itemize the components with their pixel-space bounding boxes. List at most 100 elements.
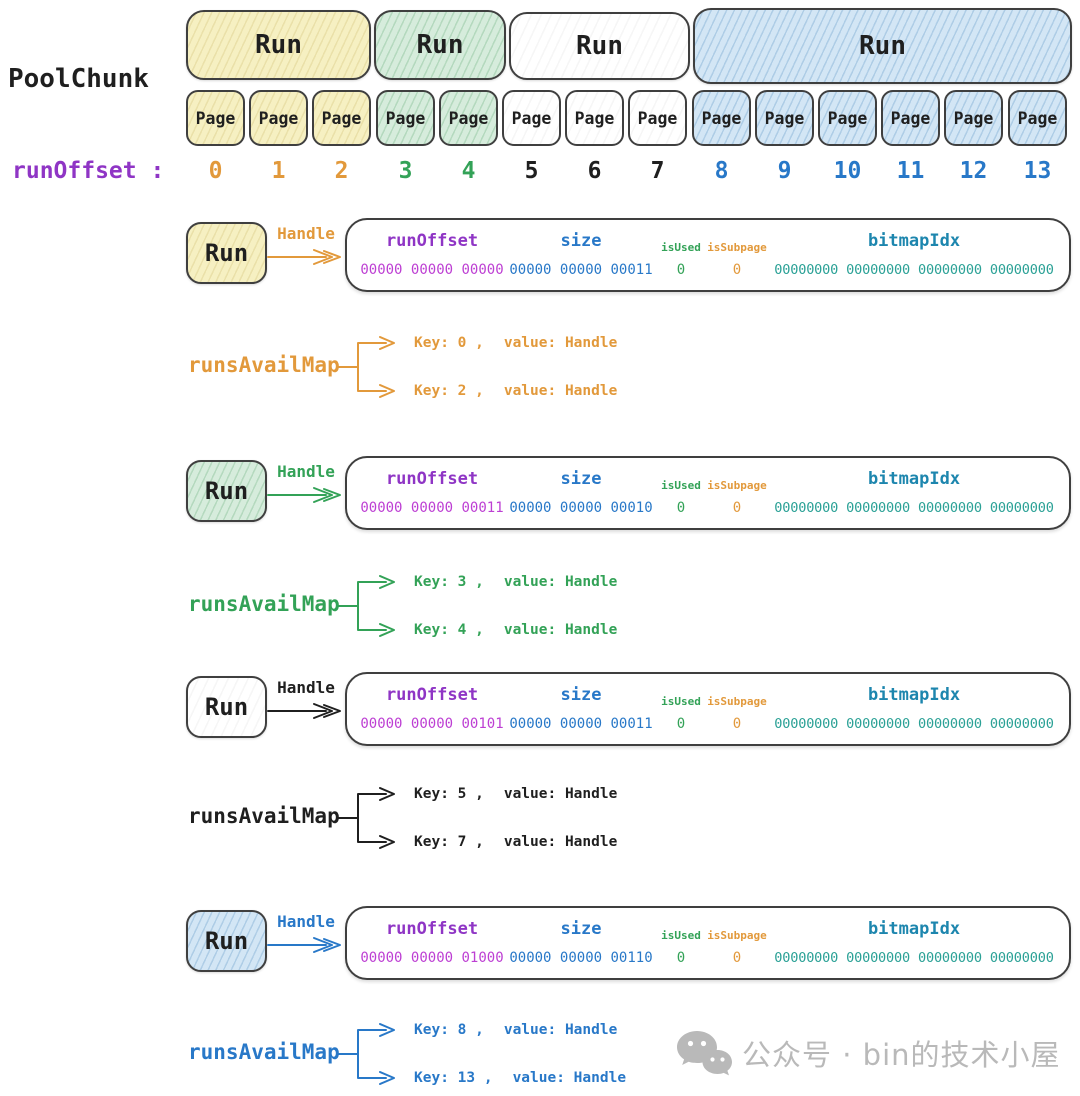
handle-box: runOffset size isUsed isSubpage bitmapId… (345, 906, 1071, 980)
runsavailmap-label: runsAvailMap (188, 804, 340, 828)
entry-key: Key: 13 , (414, 1070, 493, 1086)
wechat-icon (677, 1031, 732, 1076)
run-label: Run (416, 30, 464, 60)
header-isused: isUsed (661, 694, 701, 708)
page-label: Page (195, 108, 236, 128)
offset-6: 6 (587, 158, 602, 184)
page-label: Page (258, 108, 299, 128)
page-label: Page (701, 108, 742, 128)
page-box-4: Page (439, 90, 498, 146)
run-box: Run (186, 460, 267, 522)
offset-4: 4 (461, 158, 476, 184)
header-isused: isUsed (661, 928, 701, 942)
page-label: Page (1017, 108, 1058, 128)
header-size: size (560, 469, 602, 490)
handle-section-yellow: Run Handle runOffset size isUsed isSubpa… (0, 218, 1080, 298)
header-runoffset: runOffset (385, 685, 479, 706)
run-label: Run (204, 239, 249, 267)
bits-bitmapidx: 00000000 00000000 00000000 00000000 (774, 949, 1054, 966)
bits-size: 00000 00000 00110 (509, 949, 653, 966)
run-label: Run (576, 31, 623, 61)
map-bracket-icon (338, 787, 395, 849)
page-label: Page (321, 108, 362, 128)
page-label: Page (827, 108, 868, 128)
entry-value: value: Handle (503, 335, 618, 351)
entry-value: value: Handle (503, 834, 618, 850)
offset-13: 13 (1023, 158, 1052, 184)
offset-0: 0 (208, 158, 223, 184)
entry-value: value: Handle (512, 1070, 627, 1086)
entry-value: value: Handle (503, 574, 618, 590)
bits-isused: 0 (676, 715, 686, 732)
entry-value: value: Handle (503, 622, 618, 638)
handle-arrow-icon (267, 487, 341, 503)
header-size: size (560, 919, 602, 940)
run-label: Run (204, 927, 249, 955)
bits-size: 00000 00000 00010 (509, 499, 653, 516)
bits-issubpage: 0 (732, 715, 742, 732)
entry-value: value: Handle (503, 1022, 618, 1038)
handle-box: runOffset size isUsed isSubpage bitmapId… (345, 218, 1071, 292)
bits-runoffset: 00000 00000 00011 (360, 499, 504, 516)
runsavailmap-green: runsAvailMap Key: 3 , value: Handle Key: … (188, 572, 808, 640)
header-isused: isUsed (661, 240, 701, 254)
page-box-8: Page (692, 90, 751, 146)
bits-size: 00000 00000 00011 (509, 715, 653, 732)
page-box-6: Page (565, 90, 624, 146)
entry-value: value: Handle (503, 786, 618, 802)
header-size: size (560, 231, 602, 252)
handle-arrow-icon (267, 703, 341, 719)
header-isused: isUsed (661, 478, 701, 492)
bits-bitmapidx: 00000000 00000000 00000000 00000000 (774, 261, 1054, 278)
bits-isused: 0 (676, 949, 686, 966)
bits-size: 00000 00000 00011 (509, 261, 653, 278)
run-box-green: Run (374, 10, 506, 80)
runsavailmap-white: runsAvailMap Key: 5 , value: Handle Key: … (188, 784, 808, 852)
offset-2: 2 (334, 158, 349, 184)
bits-issubpage: 0 (732, 949, 742, 966)
map-entry: Key: 7 , value: Handle (414, 832, 617, 852)
entry-key: Key: 8 , (414, 1022, 484, 1038)
header-size: size (560, 685, 602, 706)
poolchunk-label: PoolChunk (8, 64, 149, 94)
entry-key: Key: 3 , (414, 574, 484, 590)
run-box-blue: Run (693, 8, 1072, 84)
page-box-13: Page (1008, 90, 1067, 146)
map-bracket-icon (338, 575, 395, 637)
page-label: Page (511, 108, 552, 128)
handle-box: runOffset size isUsed isSubpage bitmapId… (345, 456, 1071, 530)
run-box-white: Run (509, 12, 690, 80)
run-box-yellow: Run (186, 10, 371, 80)
page-box-12: Page (944, 90, 1003, 146)
map-entry: Key: 8 , value: Handle (414, 1020, 617, 1040)
handle-arrow-icon (267, 249, 341, 265)
run-box: Run (186, 910, 267, 972)
offset-9: 9 (777, 158, 792, 184)
page-box-3: Page (376, 90, 435, 146)
offset-1: 1 (271, 158, 286, 184)
header-bitmapidx: bitmapIdx (867, 469, 961, 490)
runsavailmap-blue: runsAvailMap Key: 8 , value: Handle Key: … (188, 1020, 808, 1088)
page-box-2: Page (312, 90, 371, 146)
bits-runoffset: 00000 00000 01000 (360, 949, 504, 966)
map-entry: Key: 5 , value: Handle (414, 784, 617, 804)
header-runoffset: runOffset (385, 469, 479, 490)
map-entry: Key: 2 , value: Handle (414, 381, 617, 401)
page-box-0: Page (186, 90, 245, 146)
bits-isused: 0 (676, 499, 686, 516)
handle-box: runOffset size isUsed isSubpage bitmapId… (345, 672, 1071, 746)
header-bitmapidx: bitmapIdx (867, 685, 961, 706)
watermark: 公众号 · bin的技术小屋 (676, 1030, 1061, 1076)
handle-section-white: Run Handle runOffset size isUsed isSubpa… (0, 672, 1080, 752)
page-box-10: Page (818, 90, 877, 146)
page-box-5: Page (502, 90, 561, 146)
header-runoffset: runOffset (385, 919, 479, 940)
page-label: Page (385, 108, 426, 128)
watermark-text: 公众号 · bin的技术小屋 (742, 1038, 1061, 1072)
header-bitmapidx: bitmapIdx (867, 231, 961, 252)
handle-arrow-icon (267, 937, 341, 953)
entry-value: value: Handle (503, 383, 618, 399)
entry-key: Key: 0 , (414, 335, 484, 351)
handle-arrow-label: Handle (277, 462, 335, 481)
run-label: Run (255, 30, 302, 60)
